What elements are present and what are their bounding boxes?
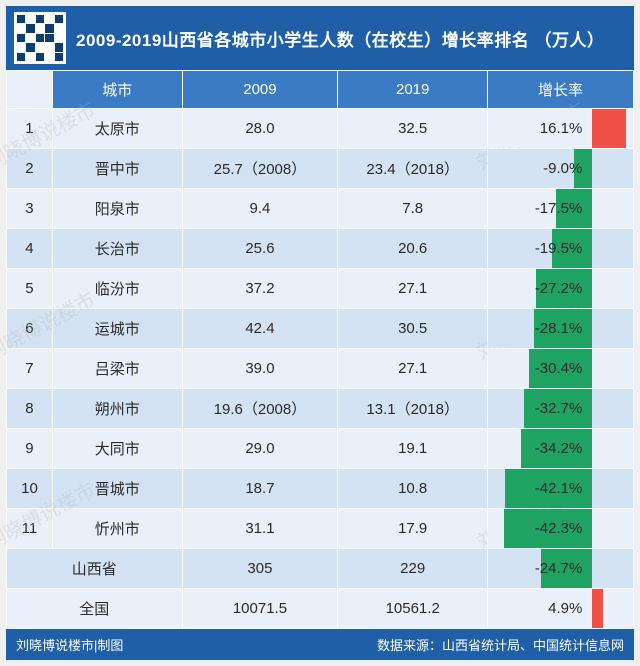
growth-cell: -32.7% bbox=[488, 389, 634, 429]
footer-credit: 刘晓博说楼市|制图 bbox=[16, 635, 123, 654]
y2019-cell: 17.9 bbox=[338, 509, 488, 549]
growth-cell: -30.4% bbox=[488, 349, 634, 389]
city-cell: 吕梁市 bbox=[52, 349, 182, 389]
y2019-cell: 10.8 bbox=[338, 469, 488, 509]
rank-cell: 6 bbox=[7, 309, 53, 349]
y2009-cell: 9.4 bbox=[182, 189, 338, 229]
y2019-cell: 32.5 bbox=[338, 109, 488, 149]
rank-cell: 8 bbox=[7, 389, 53, 429]
growth-cell: -28.1% bbox=[488, 309, 634, 349]
city-cell: 晋城市 bbox=[52, 469, 182, 509]
title-bar: 2009-2019山西省各城市小学生人数（在校生）增长率排名 （万人） bbox=[6, 6, 634, 70]
footer: 刘晓博说楼市|制图 数据来源：山西省统计局、中国统计信息网 bbox=[6, 629, 634, 660]
qr-code-icon bbox=[14, 12, 66, 64]
city-cell: 忻州市 bbox=[52, 509, 182, 549]
y2019-cell: 13.1（2018） bbox=[338, 389, 488, 429]
y2019-cell: 30.5 bbox=[338, 309, 488, 349]
col-rank bbox=[7, 71, 53, 109]
table-row: 4长治市25.620.6-19.5% bbox=[7, 229, 634, 269]
rank-cell: 5 bbox=[7, 269, 53, 309]
growth-cell: -24.7% bbox=[488, 549, 634, 589]
table-row: 6运城市42.430.5-28.1% bbox=[7, 309, 634, 349]
y2009-cell: 39.0 bbox=[182, 349, 338, 389]
y2019-cell: 19.1 bbox=[338, 429, 488, 469]
col-2019: 2019 bbox=[338, 71, 488, 109]
rank-cell: 11 bbox=[7, 509, 53, 549]
y2009-cell: 25.6 bbox=[182, 229, 338, 269]
summary-row: 全国10071.510561.24.9% bbox=[7, 589, 634, 629]
table-row: 3阳泉市9.47.8-17.5% bbox=[7, 189, 634, 229]
y2019-cell: 10561.2 bbox=[338, 589, 488, 629]
table-header-row: 城市 2009 2019 增长率 bbox=[7, 71, 634, 109]
page-title: 2009-2019山西省各城市小学生人数（在校生）增长率排名 （万人） bbox=[76, 26, 605, 51]
growth-cell: -42.1% bbox=[488, 469, 634, 509]
city-cell: 太原市 bbox=[52, 109, 182, 149]
growth-cell: -42.3% bbox=[488, 509, 634, 549]
city-cell: 晋中市 bbox=[52, 149, 182, 189]
growth-cell: -27.2% bbox=[488, 269, 634, 309]
rank-cell: 7 bbox=[7, 349, 53, 389]
summary-row: 山西省305229-24.7% bbox=[7, 549, 634, 589]
table-row: 2晋中市25.7（2008）23.4（2018）-9.0% bbox=[7, 149, 634, 189]
rank-cell: 9 bbox=[7, 429, 53, 469]
rank-cell: 2 bbox=[7, 149, 53, 189]
y2019-cell: 7.8 bbox=[338, 189, 488, 229]
y2009-cell: 29.0 bbox=[182, 429, 338, 469]
summary-label: 全国 bbox=[7, 589, 183, 629]
y2009-cell: 10071.5 bbox=[182, 589, 338, 629]
y2019-cell: 20.6 bbox=[338, 229, 488, 269]
y2009-cell: 37.2 bbox=[182, 269, 338, 309]
growth-cell: -9.0% bbox=[488, 149, 634, 189]
table-row: 10晋城市18.710.8-42.1% bbox=[7, 469, 634, 509]
table-row: 9大同市29.019.1-34.2% bbox=[7, 429, 634, 469]
city-cell: 朔州市 bbox=[52, 389, 182, 429]
y2019-cell: 27.1 bbox=[338, 269, 488, 309]
rank-cell: 3 bbox=[7, 189, 53, 229]
city-cell: 临汾市 bbox=[52, 269, 182, 309]
city-cell: 阳泉市 bbox=[52, 189, 182, 229]
y2009-cell: 18.7 bbox=[182, 469, 338, 509]
y2009-cell: 42.4 bbox=[182, 309, 338, 349]
footer-source: 数据来源：山西省统计局、中国统计信息网 bbox=[377, 635, 624, 654]
rank-cell: 10 bbox=[7, 469, 53, 509]
growth-cell: 16.1% bbox=[488, 109, 634, 149]
table-row: 5临汾市37.227.1-27.2% bbox=[7, 269, 634, 309]
y2019-cell: 229 bbox=[338, 549, 488, 589]
col-2009: 2009 bbox=[182, 71, 338, 109]
city-cell: 大同市 bbox=[52, 429, 182, 469]
rank-cell: 1 bbox=[7, 109, 53, 149]
y2019-cell: 27.1 bbox=[338, 349, 488, 389]
growth-cell: 4.9% bbox=[488, 589, 634, 629]
y2009-cell: 28.0 bbox=[182, 109, 338, 149]
y2009-cell: 31.1 bbox=[182, 509, 338, 549]
table-container: 刘晓博说楼市 刘晓博说楼市 刘晓博说楼市 刘晓博说楼市 刘晓博说楼市 刘晓博说楼… bbox=[0, 0, 640, 666]
growth-cell: -34.2% bbox=[488, 429, 634, 469]
growth-cell: -17.5% bbox=[488, 189, 634, 229]
y2019-cell: 23.4（2018） bbox=[338, 149, 488, 189]
table-row: 1太原市28.032.516.1% bbox=[7, 109, 634, 149]
city-cell: 运城市 bbox=[52, 309, 182, 349]
rank-cell: 4 bbox=[7, 229, 53, 269]
growth-cell: -19.5% bbox=[488, 229, 634, 269]
col-city: 城市 bbox=[52, 71, 182, 109]
col-growth: 增长率 bbox=[488, 71, 634, 109]
data-table: 城市 2009 2019 增长率 1太原市28.032.516.1%2晋中市25… bbox=[6, 70, 634, 629]
city-cell: 长治市 bbox=[52, 229, 182, 269]
table-row: 11忻州市31.117.9-42.3% bbox=[7, 509, 634, 549]
table-row: 7吕梁市39.027.1-30.4% bbox=[7, 349, 634, 389]
table-row: 8朔州市19.6（2008）13.1（2018）-32.7% bbox=[7, 389, 634, 429]
summary-label: 山西省 bbox=[7, 549, 183, 589]
y2009-cell: 305 bbox=[182, 549, 338, 589]
y2009-cell: 19.6（2008） bbox=[182, 389, 338, 429]
y2009-cell: 25.7（2008） bbox=[182, 149, 338, 189]
